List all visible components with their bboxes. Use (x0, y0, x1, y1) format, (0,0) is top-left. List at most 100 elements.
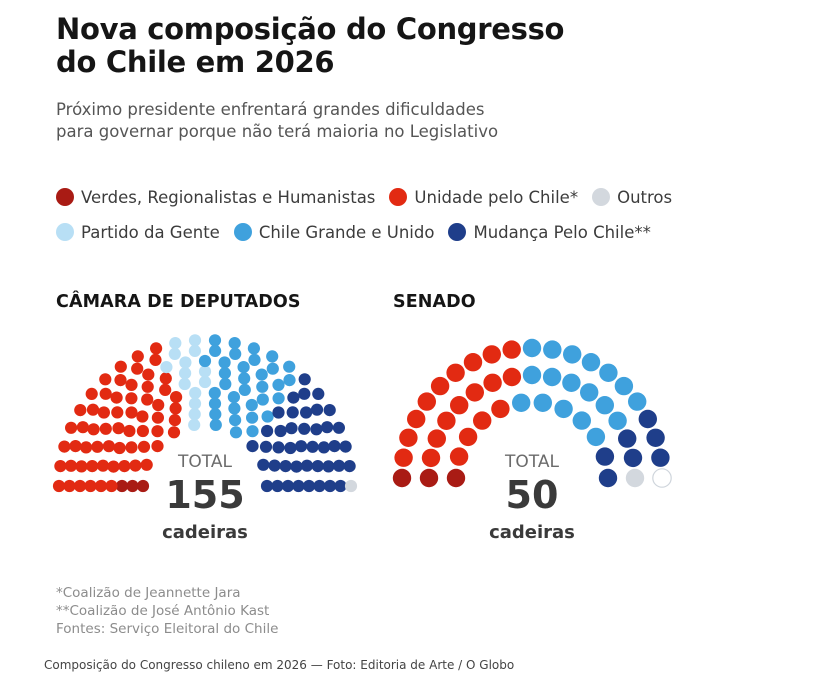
legend-dot-partido-da-gente (56, 223, 74, 241)
camara-seat-unidade-pelo-chile (123, 424, 136, 438)
camara-seat-chile-grande-e-unido (238, 372, 251, 385)
senado-seat-chile-grande-e-unido (533, 393, 552, 412)
camara-seat-unidade-pelo-chile (131, 362, 144, 375)
camara-seat-unidade-pelo-chile (125, 406, 138, 419)
legend-label-outros: Outros (617, 187, 673, 207)
camara-seat-mudanca-pelo-chile (311, 460, 324, 473)
camara-seat-chile-grande-e-unido (228, 337, 241, 350)
camara-seat-chile-grande-e-unido (238, 383, 251, 396)
camara-seat-chile-grande-e-unido (219, 377, 232, 391)
senado-seat-unidade-pelo-chile (450, 396, 469, 415)
senado-seat-chile-grande-e-unido (614, 376, 634, 396)
camara-seat-unidade-pelo-chile (63, 479, 76, 493)
camara-seat-unidade-pelo-chile (84, 479, 97, 493)
camara-seat-mudanca-pelo-chile (274, 424, 287, 438)
senado-seat-unidade-pelo-chile (394, 448, 413, 467)
senado-seat-chile-grande-e-unido (512, 393, 531, 412)
legend-label-chile-grande: Chile Grande e Unido (258, 222, 435, 242)
camara-seat-unidade-pelo-chile (114, 360, 127, 373)
senado-seat-chile-grande-e-unido (522, 365, 542, 385)
senado-seat-unidade-pelo-chile (430, 376, 450, 396)
camara-seat-unidade-pelo-chile (150, 342, 163, 355)
camara-seat-unidade-pelo-chile (97, 406, 110, 419)
camara-seat-unidade-pelo-chile (151, 440, 164, 453)
camara-seat-mudanca-pelo-chile (287, 391, 300, 404)
senado-seat-unidade-pelo-chile (421, 448, 441, 468)
camara-seat-outros (344, 479, 358, 493)
camara-seat-chile-grande-e-unido (218, 356, 231, 369)
senado-seat-unidade-pelo-chile (463, 353, 483, 372)
camara-seat-unidade-pelo-chile (129, 459, 142, 472)
camara-seat-chile-grande-e-unido (198, 354, 212, 368)
camara-seat-mudanca-pelo-chile (298, 373, 311, 386)
camara-seat-mudanca-pelo-chile (260, 479, 274, 493)
senado-seat-mudanca-pelo-chile (618, 429, 637, 448)
senado-seat-outros (625, 468, 645, 488)
legend-row-2: Partido da Gente Chile Grande e Unido Mu… (56, 220, 665, 244)
camara-seat-chile-grande-e-unido (266, 350, 279, 363)
senado-seat-chile-grande-e-unido (542, 367, 562, 387)
camara-seat-mudanca-pelo-chile (328, 440, 341, 453)
title-line-2: do Chile em 2026 (56, 45, 335, 79)
camara-seat-mudanca-pelo-chile (343, 460, 356, 473)
senado-seat-unidade-pelo-chile (446, 363, 465, 382)
senado-seat-unidade-pelo-chile (502, 340, 521, 359)
camara-seat-chile-grande-e-unido (283, 360, 296, 373)
camara-seat-partido-da-gente (188, 334, 202, 347)
camara-seat-chile-grande-e-unido (208, 397, 222, 410)
camara-seat-chile-grande-e-unido (272, 378, 285, 391)
camara-seat-unidade-pelo-chile (58, 440, 71, 453)
camara-seat-partido-da-gente (188, 344, 201, 357)
senado-seat-unidade-pelo-chile (458, 427, 478, 447)
camara-seat-chile-grande-e-unido (283, 374, 296, 387)
camara-seat-unidade-pelo-chile (86, 403, 100, 416)
camara-seat-unidade-pelo-chile (131, 350, 144, 363)
camara-seat-partido-da-gente (198, 375, 212, 389)
camara-seat-partido-da-gente (188, 408, 201, 421)
camara-seat-unidade-pelo-chile (85, 387, 98, 400)
camara-seat-unidade-pelo-chile (94, 479, 108, 493)
senado-seat-mudanca-pelo-chile (623, 448, 643, 468)
camara-seat-chile-grande-e-unido (218, 367, 231, 380)
camara-seat-chile-grande-e-unido (229, 426, 243, 439)
senado-seat-unidade-pelo-chile (502, 367, 522, 387)
camara-seat-unidade-pelo-chile (137, 440, 151, 453)
camara-seat-mudanca-pelo-chile (332, 459, 346, 472)
senado-seat-mudanca-pelo-chile (598, 468, 618, 488)
camara-unit-label: cadeiras (162, 522, 248, 543)
senado-seat-chile-grande-e-unido (628, 392, 647, 411)
camara-seat-partido-da-gente (169, 337, 182, 350)
camara-seat-unidade-pelo-chile (52, 479, 66, 493)
camara-seat-unidade-pelo-chile (102, 440, 115, 453)
camara-seat-chile-grande-e-unido (255, 368, 268, 381)
legend-item-outros: Outros (592, 188, 672, 207)
camara-seat-unidade-pelo-chile (112, 422, 125, 435)
camara-seat-unidade-pelo-chile (159, 383, 172, 396)
camara-seat-chile-grande-e-unido (227, 391, 240, 404)
senado-seat-chile-grande-e-unido (580, 383, 599, 402)
camara-seat-chile-grande-e-unido (247, 342, 260, 355)
camara-seat-unidade-pelo-chile (107, 460, 120, 473)
camara-total-label: TOTAL (177, 452, 232, 472)
camara-seat-mudanca-pelo-chile (306, 440, 319, 453)
camara-seat-partido-da-gente (168, 347, 181, 360)
camara-seat-unidade-pelo-chile (105, 479, 118, 493)
camara-seat-unidade-pelo-chile (152, 398, 165, 412)
camara-seat-mudanca-pelo-chile (285, 422, 298, 435)
senado-seat-chile-grande-e-unido (522, 338, 542, 358)
camara-seat-mudanca-pelo-chile (310, 423, 323, 436)
footnote-sources: Fontes: Serviço Eleitoral do Chile (56, 621, 279, 637)
camara-seat-mudanca-pelo-chile (281, 479, 295, 493)
camara-seat-chile-grande-e-unido (237, 361, 250, 374)
legend-row-1: Verdes, Regionalistas e Humanistas Unida… (56, 185, 686, 209)
camara-seat-unidade-pelo-chile (151, 425, 164, 438)
camara-seat-unidade-pelo-chile (149, 353, 162, 366)
camara-seat-unidade-pelo-chile (141, 393, 154, 406)
camara-chart-title: CÂMARA DE DEPUTADOS (56, 292, 301, 312)
camara-seat-mudanca-pelo-chile (271, 479, 284, 493)
camara-seat-chile-grande-e-unido (209, 408, 222, 421)
camara-seat-mudanca-pelo-chile (284, 441, 297, 455)
camara-seat-unidade-pelo-chile (118, 460, 131, 473)
senado-seat-chile-grande-e-unido (581, 353, 601, 372)
camara-seat-unidade-pelo-chile (54, 460, 67, 473)
